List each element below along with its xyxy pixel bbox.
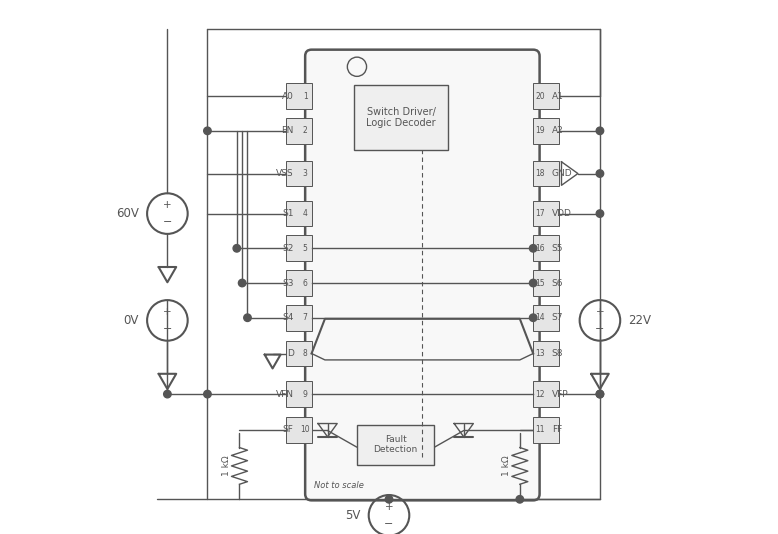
- Text: +: +: [596, 307, 605, 317]
- Bar: [286, 235, 311, 261]
- Text: 2: 2: [303, 127, 307, 135]
- Circle shape: [596, 170, 604, 177]
- Text: VSS: VSS: [276, 169, 293, 178]
- Text: FF: FF: [552, 426, 562, 434]
- Text: VFN: VFN: [275, 390, 293, 398]
- FancyBboxPatch shape: [305, 50, 540, 500]
- Text: 13: 13: [535, 349, 545, 358]
- Text: +: +: [384, 502, 394, 512]
- Text: 18: 18: [535, 169, 545, 178]
- Text: 1: 1: [303, 92, 307, 100]
- Text: S6: S6: [552, 279, 563, 287]
- Bar: [286, 341, 311, 366]
- Bar: [286, 381, 311, 407]
- Text: Not to scale: Not to scale: [314, 481, 364, 490]
- Text: 16: 16: [535, 244, 545, 253]
- Text: EN: EN: [282, 127, 293, 135]
- Text: S3: S3: [282, 279, 293, 287]
- Bar: [286, 161, 311, 186]
- Circle shape: [596, 210, 604, 217]
- Circle shape: [233, 245, 240, 252]
- Text: 20: 20: [535, 92, 545, 100]
- Text: −: −: [595, 324, 605, 334]
- Text: 5V: 5V: [345, 509, 361, 522]
- Circle shape: [530, 314, 537, 321]
- Text: A0: A0: [282, 92, 293, 100]
- Text: 19: 19: [535, 127, 545, 135]
- Circle shape: [596, 127, 604, 135]
- Text: 10: 10: [300, 426, 310, 434]
- Text: A1: A1: [552, 92, 563, 100]
- Text: +: +: [163, 200, 172, 210]
- Text: 12: 12: [535, 390, 545, 398]
- Text: Switch Driver/
Logic Decoder: Switch Driver/ Logic Decoder: [366, 107, 436, 128]
- Text: VFP: VFP: [552, 390, 568, 398]
- Bar: [533, 161, 559, 186]
- Circle shape: [530, 245, 537, 252]
- Circle shape: [238, 279, 246, 287]
- Bar: [533, 417, 559, 443]
- Text: D: D: [287, 349, 293, 358]
- Text: 60V: 60V: [116, 207, 139, 220]
- Circle shape: [163, 390, 171, 398]
- Bar: [533, 118, 559, 144]
- Text: 5: 5: [303, 244, 307, 253]
- Bar: [533, 83, 559, 109]
- Text: 14: 14: [535, 313, 545, 322]
- Circle shape: [204, 390, 211, 398]
- Text: 8: 8: [303, 349, 307, 358]
- Bar: [533, 270, 559, 296]
- Circle shape: [204, 127, 211, 135]
- Circle shape: [385, 496, 393, 503]
- Text: S1: S1: [282, 209, 293, 218]
- Text: 4: 4: [303, 209, 307, 218]
- Bar: [286, 83, 311, 109]
- Bar: [286, 118, 311, 144]
- Bar: [286, 270, 311, 296]
- Text: +: +: [163, 307, 172, 317]
- Circle shape: [244, 314, 251, 321]
- Bar: [286, 305, 311, 331]
- Text: SF: SF: [282, 426, 293, 434]
- Text: S8: S8: [552, 349, 563, 358]
- Text: 22V: 22V: [628, 314, 651, 327]
- Bar: [354, 85, 448, 150]
- Bar: [533, 235, 559, 261]
- Text: 9: 9: [303, 390, 307, 398]
- Text: S4: S4: [282, 313, 293, 322]
- Text: VDD: VDD: [552, 209, 572, 218]
- Bar: [357, 425, 434, 465]
- Text: 11: 11: [535, 426, 545, 434]
- Bar: [286, 201, 311, 226]
- Text: 7: 7: [303, 313, 307, 322]
- Bar: [533, 341, 559, 366]
- Text: −: −: [163, 324, 172, 334]
- Text: 17: 17: [535, 209, 545, 218]
- Circle shape: [530, 279, 537, 287]
- Circle shape: [516, 496, 524, 503]
- Bar: [533, 381, 559, 407]
- Text: −: −: [163, 217, 172, 227]
- Bar: [533, 305, 559, 331]
- Text: 15: 15: [535, 279, 545, 287]
- Text: 0V: 0V: [124, 314, 139, 327]
- Text: 1 kΩ: 1 kΩ: [502, 456, 511, 476]
- Bar: [286, 417, 311, 443]
- Text: 6: 6: [303, 279, 307, 287]
- Circle shape: [596, 390, 604, 398]
- Text: A2: A2: [552, 127, 563, 135]
- Text: 1 kΩ: 1 kΩ: [222, 456, 230, 476]
- Bar: [533, 201, 559, 226]
- Text: 3: 3: [303, 169, 307, 178]
- Text: −: −: [384, 519, 394, 529]
- Text: S5: S5: [552, 244, 563, 253]
- Text: S7: S7: [552, 313, 563, 322]
- Text: GND: GND: [552, 169, 573, 178]
- Text: Fault
Detection: Fault Detection: [373, 435, 418, 454]
- Circle shape: [596, 390, 604, 398]
- Text: S2: S2: [282, 244, 293, 253]
